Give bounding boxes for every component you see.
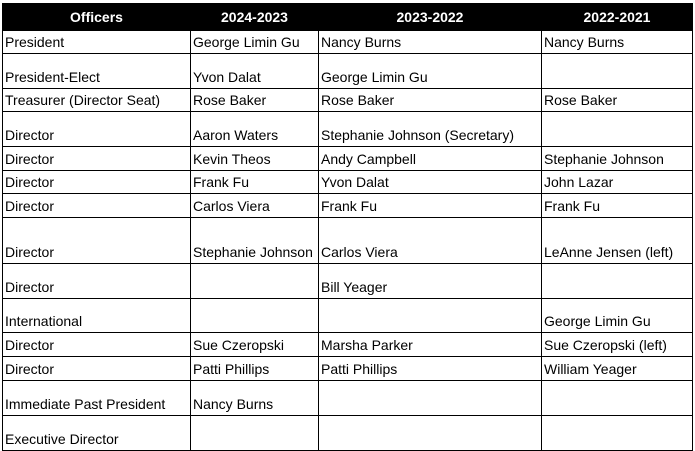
officer-name-cell: William Yeager [541, 356, 693, 381]
officer-name-cell: Rose Baker [190, 88, 319, 112]
column-header: 2023-2022 [318, 3, 542, 31]
officer-name-cell [318, 415, 542, 451]
officer-name-cell: Frank Fu [318, 193, 542, 218]
officer-name-cell: Frank Fu [541, 193, 693, 218]
officer-name-cell: Patti Phillips [318, 356, 542, 381]
officer-name-cell: Stephanie Johnson (Secretary) [318, 111, 542, 147]
officer-name-cell: Nancy Burns [190, 380, 319, 416]
officer-name-cell: Yvon Dalat [318, 170, 542, 194]
officer-name-cell: Bill Yeager [318, 263, 542, 299]
officer-name-cell: George Limin Gu [541, 298, 693, 333]
officer-name-cell [541, 53, 693, 89]
officer-name-cell: Nancy Burns [541, 30, 693, 54]
officer-name-cell: Yvon Dalat [190, 53, 319, 89]
table-row: Director Sue Czeropski Marsha Parker Sue Cz… [2, 332, 693, 357]
table-row: Director Bill Yeager [2, 263, 693, 299]
officer-name-cell: John Lazar [541, 170, 693, 194]
column-header: 2024-2023 [190, 3, 319, 31]
officer-name-cell: Rose Baker [541, 88, 693, 112]
officer-role-cell: Director [2, 332, 191, 357]
officer-name-cell: Stephanie Johnson [190, 217, 319, 264]
officer-name-cell: LeAnne Jensen (left) [541, 217, 693, 264]
officer-name-cell: Aaron Waters [190, 111, 319, 147]
officer-role-cell: International [2, 298, 191, 333]
officer-name-cell [541, 415, 693, 451]
officer-role-cell: Director [2, 217, 191, 264]
table-row: Director Carlos Viera Frank Fu Frank Fu [2, 193, 693, 218]
table-row: Director Patti Phillips Patti Phillips Will… [2, 356, 693, 381]
officer-name-cell [190, 415, 319, 451]
officer-name-cell: Stephanie Johnson [541, 146, 693, 171]
officer-name-cell: Sue Czeropski [190, 332, 319, 357]
officer-name-cell: Carlos Viera [318, 217, 542, 264]
officer-name-cell: Andy Campbell [318, 146, 542, 171]
column-header: 2022-2021 [541, 3, 693, 31]
officer-name-cell [541, 111, 693, 147]
officer-role-cell: Immediate Past President [2, 380, 191, 416]
officer-name-cell [190, 263, 319, 299]
table-row: Director Kevin Theos Andy Campbell Stephani… [2, 146, 693, 171]
officer-name-cell: George Limin Gu [190, 30, 319, 54]
officer-role-cell: President [2, 30, 191, 54]
table-row: President-Elect Yvon Dalat George Limin Gu [2, 53, 693, 89]
table-row: Director Frank Fu Yvon Dalat John Lazar [2, 170, 693, 194]
officer-role-cell: Director [2, 356, 191, 381]
officer-name-cell: Kevin Theos [190, 146, 319, 171]
table-row: Treasurer (Director Seat) Rose Baker Rose … [2, 88, 693, 112]
officer-name-cell [318, 380, 542, 416]
table-row: Immediate Past President Nancy Burns [2, 380, 693, 416]
officer-role-cell: Director [2, 111, 191, 147]
officer-name-cell: Patti Phillips [190, 356, 319, 381]
officer-role-cell: President-Elect [2, 53, 191, 89]
table-row: Director Aaron Waters Stephanie Johnson (S… [2, 111, 693, 147]
officer-name-cell [318, 298, 542, 333]
officer-name-cell: Carlos Viera [190, 193, 319, 218]
column-header: Officers [2, 3, 191, 31]
header-row: Officers 2024-2023 2023-2022 2022-2021 [2, 3, 693, 31]
officer-name-cell: Nancy Burns [318, 30, 542, 54]
officer-name-cell: Marsha Parker [318, 332, 542, 357]
officer-name-cell: George Limin Gu [318, 53, 542, 89]
officer-role-cell: Executive Director [2, 415, 191, 451]
officer-name-cell: Frank Fu [190, 170, 319, 194]
officer-role-cell: Director [2, 146, 191, 171]
officer-role-cell: Director [2, 193, 191, 218]
officer-role-cell: Treasurer (Director Seat) [2, 88, 191, 112]
officer-name-cell: Sue Czeropski (left) [541, 332, 693, 357]
officer-name-cell: Rose Baker [318, 88, 542, 112]
officer-role-cell: Director [2, 263, 191, 299]
officer-name-cell [190, 298, 319, 333]
officer-name-cell [541, 263, 693, 299]
officer-role-cell: Director [2, 170, 191, 194]
table-row: Director Stephanie Johnson Carlos Viera LeA… [2, 217, 693, 264]
officers-table: Officers 2024-2023 2023-2022 2022-2021 Pres… [2, 3, 693, 451]
table-row: International George Limin Gu [2, 298, 693, 333]
table-row: President George Limin Gu Nancy Burns Nancy… [2, 30, 693, 54]
table-row: Executive Director [2, 415, 693, 451]
officer-name-cell [541, 380, 693, 416]
